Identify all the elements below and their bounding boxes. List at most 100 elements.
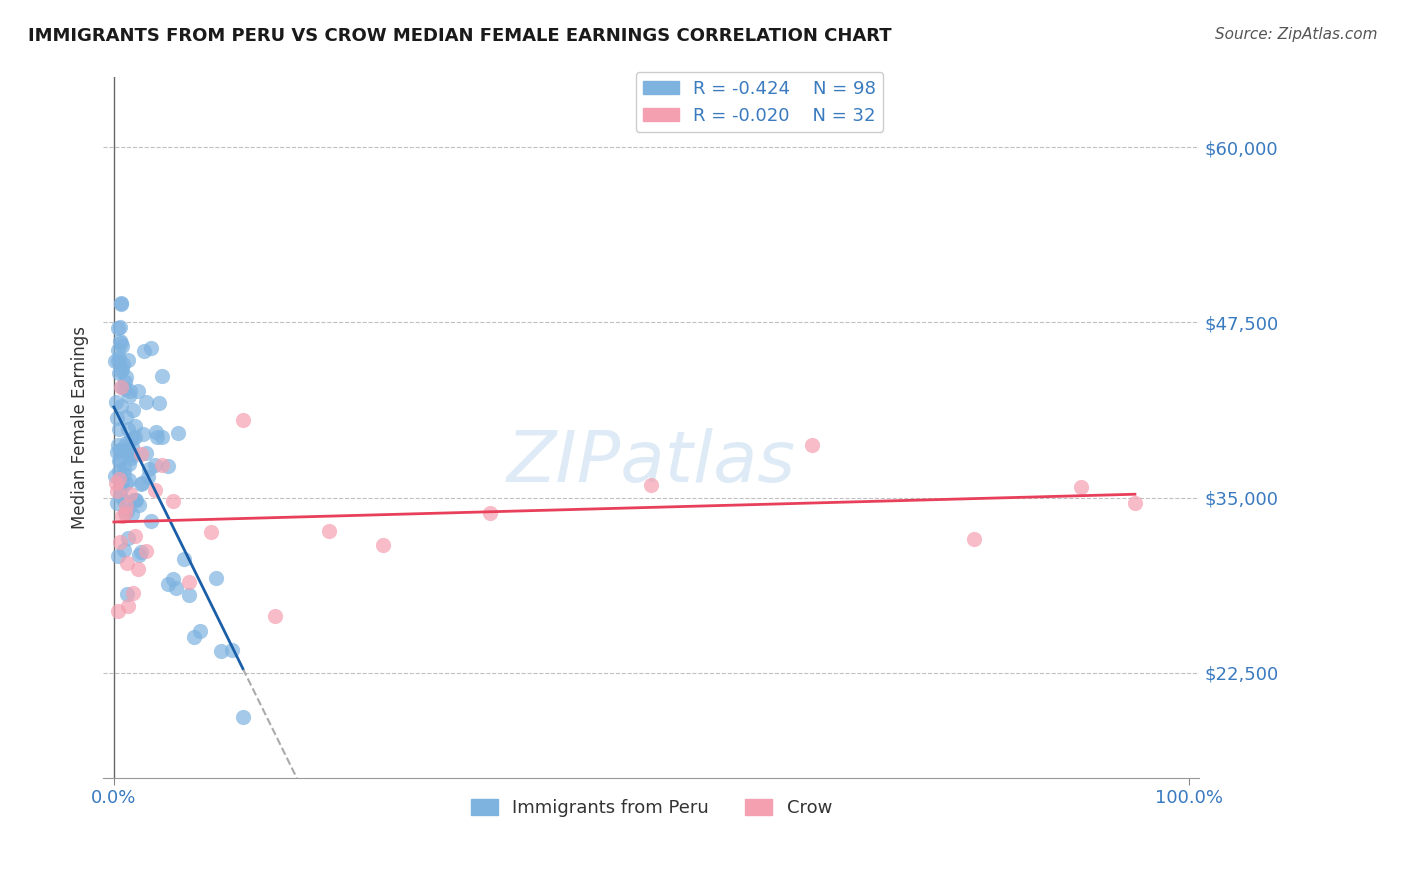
Point bbox=[148, 396, 170, 410]
Text: IMMIGRANTS FROM PERU VS CROW MEDIAN FEMALE EARNINGS CORRELATION CHART: IMMIGRANTS FROM PERU VS CROW MEDIAN FEMA… bbox=[28, 27, 891, 45]
Point bbox=[112, 494, 135, 508]
Point bbox=[120, 450, 142, 465]
Point bbox=[111, 339, 134, 353]
Point bbox=[128, 498, 150, 512]
Point bbox=[162, 573, 184, 587]
Point bbox=[110, 320, 132, 334]
Point bbox=[135, 543, 157, 558]
Point bbox=[129, 447, 152, 461]
Point bbox=[110, 295, 132, 310]
Point bbox=[110, 336, 132, 351]
Point bbox=[110, 482, 132, 496]
Point bbox=[110, 442, 132, 457]
Point bbox=[124, 528, 146, 542]
Point bbox=[108, 473, 131, 487]
Point bbox=[801, 437, 824, 451]
Point bbox=[118, 486, 141, 500]
Point bbox=[115, 557, 138, 571]
Point bbox=[132, 344, 155, 359]
Point bbox=[124, 430, 146, 444]
Point bbox=[141, 514, 163, 528]
Point bbox=[104, 353, 127, 368]
Point bbox=[114, 436, 136, 450]
Point bbox=[221, 643, 243, 657]
Point bbox=[117, 531, 139, 545]
Point bbox=[162, 494, 184, 508]
Text: ZIPatlas: ZIPatlas bbox=[506, 428, 796, 497]
Point bbox=[371, 538, 394, 552]
Point bbox=[118, 473, 141, 487]
Point bbox=[183, 630, 205, 644]
Point bbox=[179, 575, 201, 590]
Point bbox=[114, 499, 136, 513]
Point bbox=[167, 426, 190, 441]
Legend: Immigrants from Peru, Crow: Immigrants from Peru, Crow bbox=[464, 792, 839, 824]
Text: Source: ZipAtlas.com: Source: ZipAtlas.com bbox=[1215, 27, 1378, 42]
Point bbox=[108, 454, 131, 468]
Point bbox=[105, 394, 128, 409]
Point bbox=[135, 395, 157, 409]
Point bbox=[179, 589, 201, 603]
Point bbox=[1070, 480, 1092, 494]
Point bbox=[115, 504, 138, 518]
Point bbox=[232, 413, 254, 427]
Point bbox=[111, 475, 134, 489]
Point bbox=[110, 489, 132, 503]
Point bbox=[200, 524, 222, 539]
Point bbox=[141, 341, 163, 355]
Point bbox=[118, 384, 141, 398]
Point bbox=[963, 532, 986, 546]
Point bbox=[124, 419, 146, 434]
Point bbox=[209, 643, 232, 657]
Point bbox=[146, 430, 169, 444]
Point bbox=[156, 459, 179, 474]
Point bbox=[318, 524, 340, 538]
Point bbox=[108, 351, 131, 366]
Point bbox=[118, 389, 141, 403]
Point bbox=[114, 410, 136, 425]
Point bbox=[165, 581, 187, 595]
Point bbox=[110, 535, 132, 549]
Point bbox=[105, 496, 128, 510]
Point bbox=[121, 507, 143, 521]
Point bbox=[111, 508, 134, 523]
Point bbox=[114, 382, 136, 396]
Point bbox=[107, 354, 129, 368]
Point bbox=[135, 446, 157, 460]
Point bbox=[107, 343, 129, 358]
Point bbox=[112, 543, 135, 558]
Point bbox=[111, 357, 134, 371]
Point bbox=[131, 476, 153, 491]
Point bbox=[150, 430, 173, 444]
Point bbox=[1123, 496, 1146, 510]
Point bbox=[122, 403, 145, 417]
Point bbox=[122, 586, 145, 600]
Point bbox=[105, 484, 128, 499]
Point bbox=[110, 380, 132, 394]
Point bbox=[108, 334, 131, 348]
Point bbox=[112, 460, 135, 475]
Point bbox=[118, 457, 141, 471]
Point bbox=[127, 561, 149, 575]
Point bbox=[232, 709, 254, 723]
Point bbox=[105, 475, 128, 490]
Point bbox=[114, 506, 136, 520]
Point bbox=[138, 462, 160, 476]
Point bbox=[107, 464, 129, 478]
Point bbox=[108, 367, 131, 381]
Point bbox=[107, 604, 129, 618]
Point bbox=[132, 427, 155, 442]
Point bbox=[110, 297, 132, 311]
Point bbox=[125, 492, 148, 507]
Point bbox=[114, 506, 136, 520]
Point bbox=[156, 577, 179, 591]
Point bbox=[117, 599, 139, 613]
Point bbox=[143, 458, 166, 472]
Point bbox=[108, 453, 131, 467]
Point bbox=[114, 369, 136, 384]
Point bbox=[110, 399, 132, 413]
Point bbox=[150, 458, 173, 473]
Point bbox=[124, 493, 146, 508]
Point bbox=[114, 476, 136, 491]
Point bbox=[143, 483, 166, 498]
